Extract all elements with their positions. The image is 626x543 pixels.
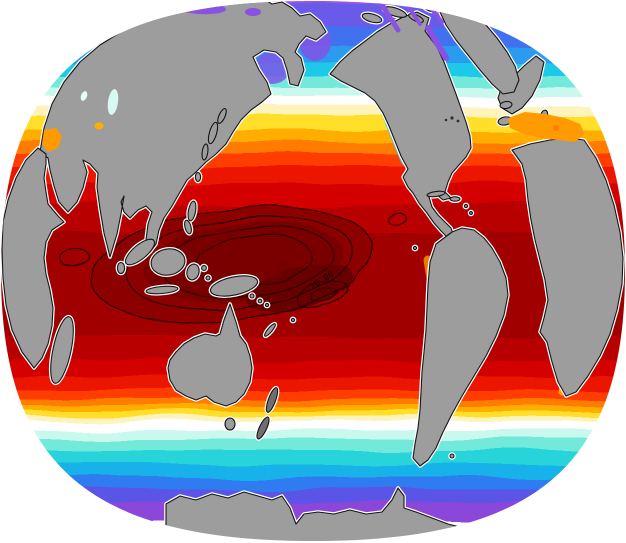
- baltic-sea: [80, 91, 88, 101]
- warm-pool-level3: [246, 264, 354, 312]
- mediterranean-sea-east: [42, 128, 62, 152]
- mediterranean-sea-west: [508, 112, 585, 142]
- great-lakes: [444, 116, 460, 123]
- caspian-sea: [107, 89, 119, 115]
- mediterranean-deep-spot: [553, 125, 559, 131]
- black-sea: [94, 122, 104, 130]
